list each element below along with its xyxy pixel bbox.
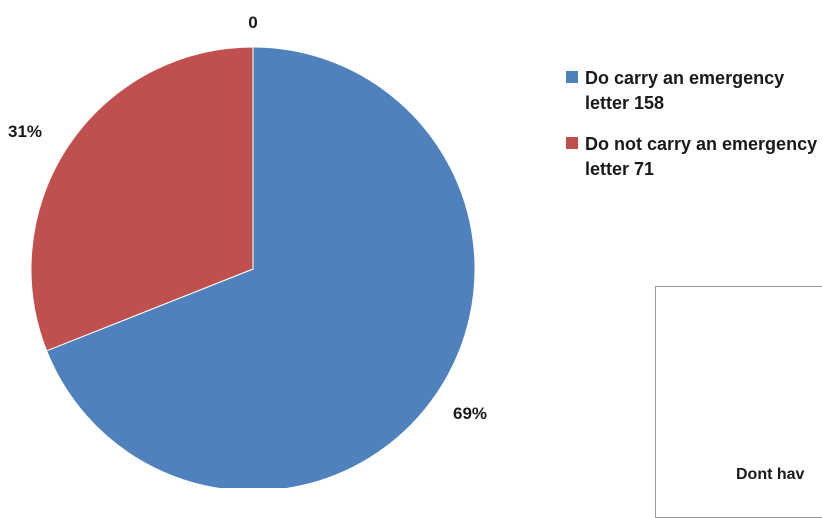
pie-slices [30,46,476,492]
inset-partial-label: Dont hav [736,466,805,483]
pie-slice-do-carry [45,46,476,492]
chart-legend: Do carry an emergency letter 158 Do not … [566,66,822,198]
pie-chart: 0 69% 31% [8,13,487,492]
data-label-do-not-carry: 31% [8,122,42,141]
legend-label-do-not-carry: Do not carry an emergency letter 71 [585,134,818,179]
legend-swatch-do-not-carry [566,137,578,149]
legend-label-do-carry: Do carry an emergency letter 158 [585,68,785,113]
data-label-do-carry: 69% [453,404,487,423]
legend-swatch-do-carry [566,71,578,83]
inset-chart-box: Dont hav [655,286,822,518]
pie-slice-do-not-carry [30,46,254,352]
legend-item-do-not-carry: Do not carry an emergency letter 71 [566,132,822,182]
pie-svg: 0 69% 31% [8,13,487,492]
legend-item-do-carry: Do carry an emergency letter 158 [566,66,822,116]
zero-data-label: 0 [248,13,257,32]
